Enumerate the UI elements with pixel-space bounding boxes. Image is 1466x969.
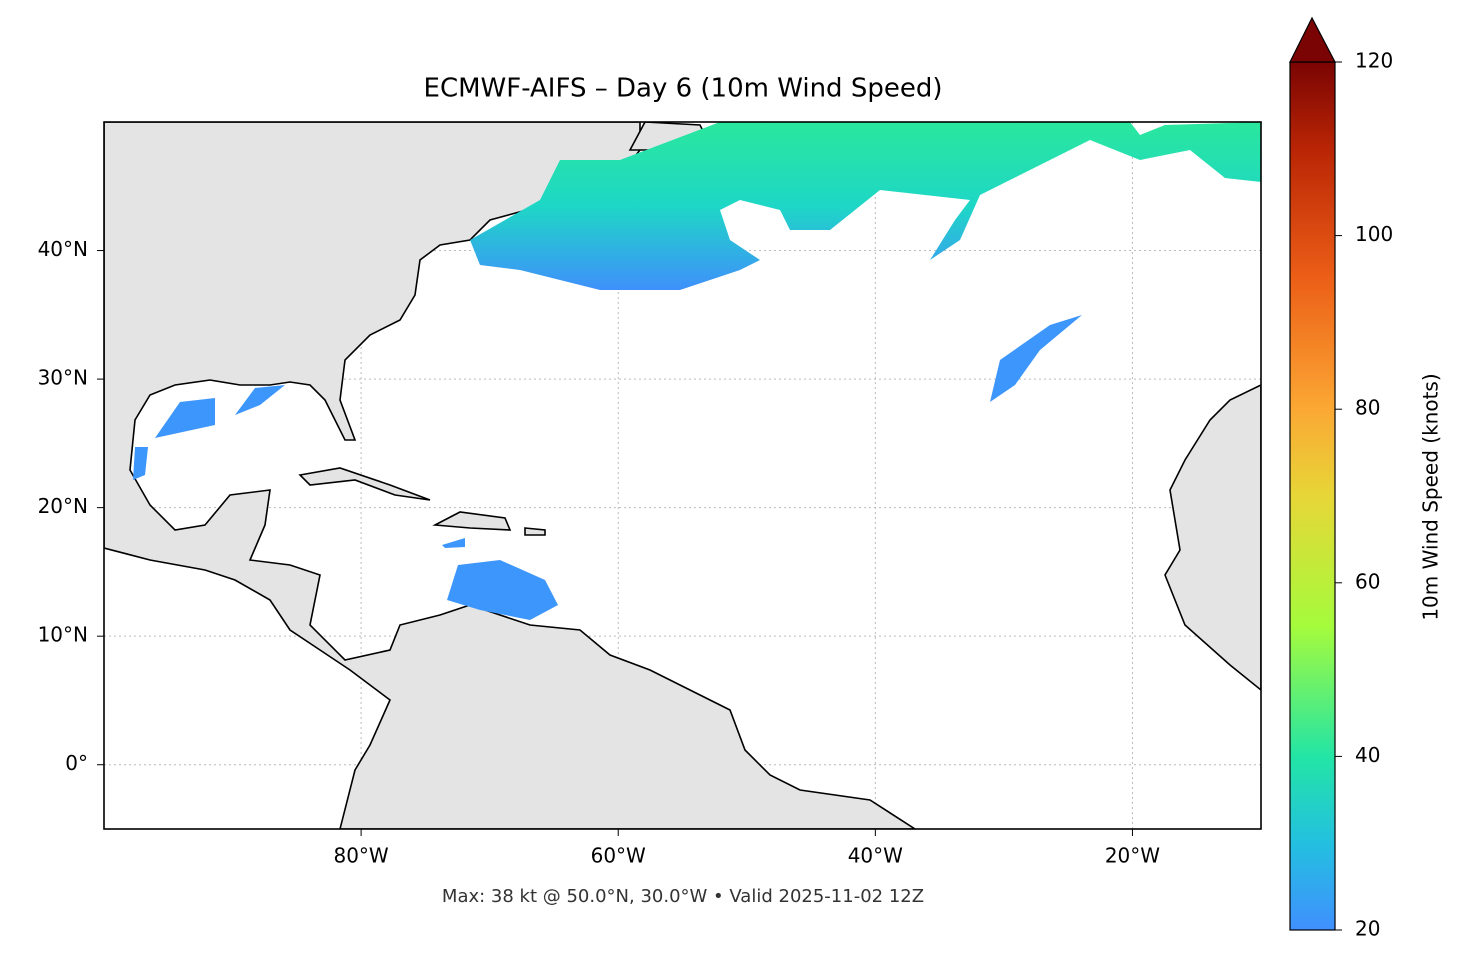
colorbar-label: 10m Wind Speed (knots) — [1419, 373, 1443, 620]
colorbar-tick-label: 120 — [1355, 49, 1393, 73]
y-tick-label: 10°N — [38, 623, 88, 647]
wind-area — [235, 385, 285, 415]
x-tick-label: 40°W — [848, 844, 903, 868]
colorbar-tick-label: 40 — [1355, 743, 1380, 767]
x-tick-label: 80°W — [333, 844, 388, 868]
map-area — [104, 122, 1261, 829]
y-tick-label: 30°N — [38, 366, 88, 390]
africa — [1164, 384, 1261, 692]
y-tick-label: 0° — [65, 751, 88, 775]
wind-area — [470, 122, 1261, 290]
wind-area — [990, 315, 1082, 402]
wind-area — [447, 560, 558, 620]
wind-area — [133, 447, 148, 480]
wind-area — [155, 398, 215, 438]
americas — [104, 122, 917, 829]
x-tick-label: 60°W — [591, 844, 646, 868]
hispaniola — [432, 511, 512, 531]
cuba — [298, 467, 431, 501]
wind-area — [442, 538, 465, 548]
colorbar-extend — [1289, 16, 1336, 63]
footer-note: Max: 38 kt @ 50.0°N, 30.0°W • Valid 2025… — [442, 886, 924, 907]
colorbar-tick-label: 20 — [1355, 917, 1380, 941]
map-frame — [103, 121, 1262, 830]
x-tick-label: 20°W — [1105, 844, 1160, 868]
colorbar-tick-label: 80 — [1355, 396, 1380, 420]
colorbar-tick-label: 60 — [1355, 569, 1380, 593]
colorbar — [1289, 61, 1336, 931]
puerto-rico — [524, 527, 546, 536]
colorbar-tick-label: 100 — [1355, 222, 1393, 246]
map-title: ECMWF-AIFS – Day 6 (10m Wind Speed) — [424, 74, 943, 104]
y-tick-label: 20°N — [38, 494, 88, 518]
y-tick-label: 40°N — [38, 237, 88, 261]
